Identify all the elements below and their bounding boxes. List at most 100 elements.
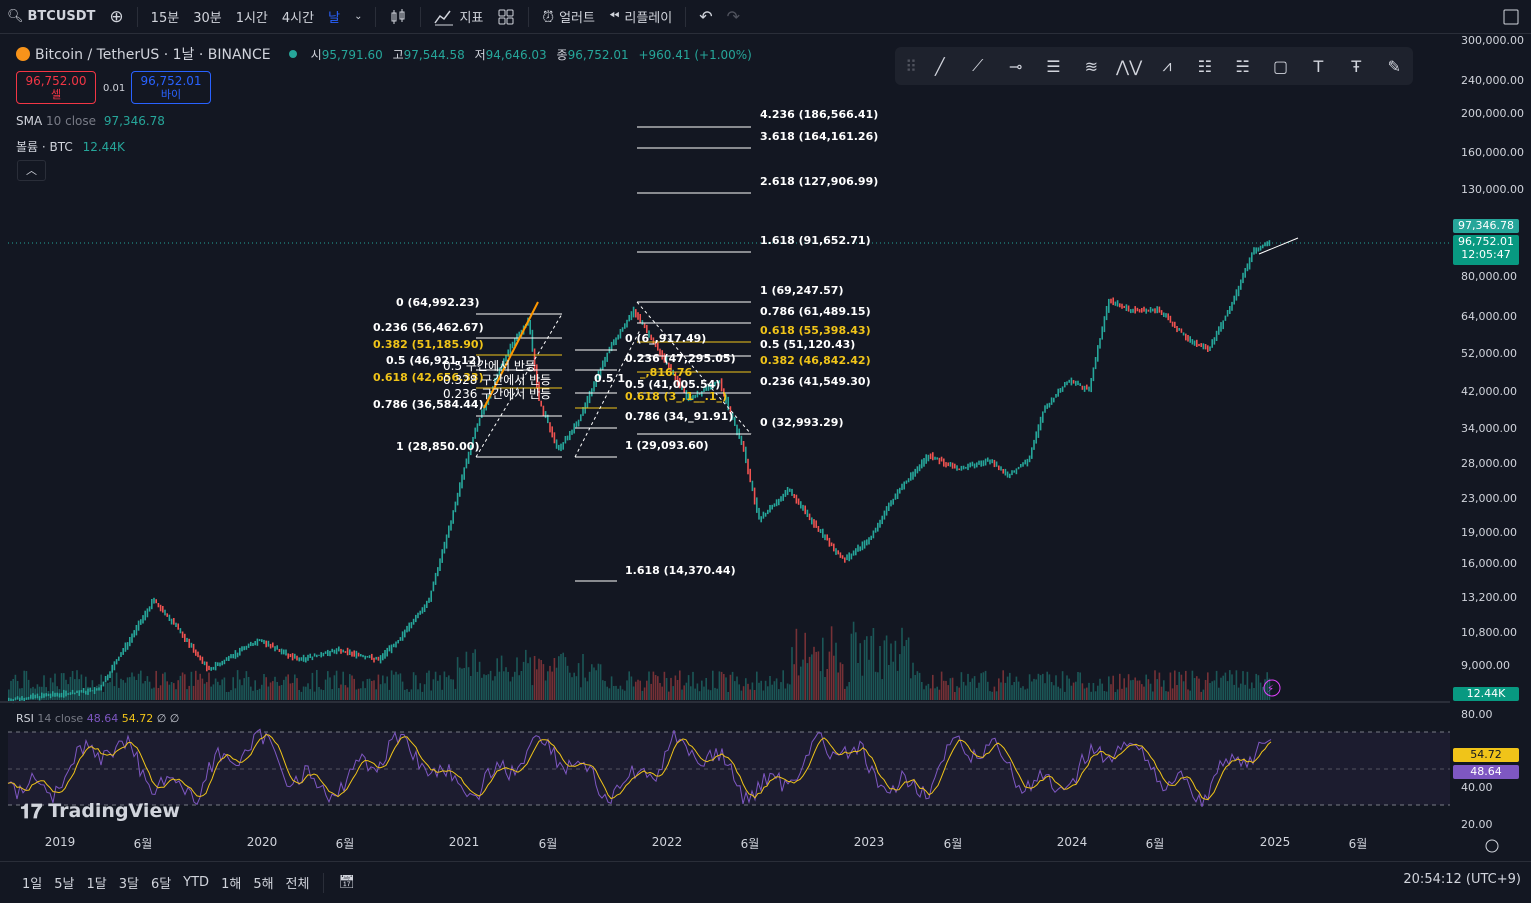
sell-button[interactable]: 96,752.00 셀 xyxy=(16,71,96,104)
price-chart[interactable]: 4.236 (186,566.41) 3.618 (164,161.26) 2.… xyxy=(0,35,1531,860)
candle xyxy=(8,697,10,703)
time-axis[interactable]: 2019 6월 2020 6월 2021 6월 2022 6월 2023 6월 … xyxy=(0,835,1450,857)
horizontal-line-icon[interactable]: ⊸ xyxy=(1008,56,1023,76)
volume-bar xyxy=(945,680,947,700)
clock[interactable]: 20:54:12 (UTC+9) xyxy=(1403,872,1521,887)
candle xyxy=(162,606,164,613)
range-1d[interactable]: 1일 xyxy=(22,877,43,892)
volume-bar xyxy=(692,671,694,700)
range-1m[interactable]: 1달 xyxy=(86,877,107,892)
candle xyxy=(265,640,267,648)
brush-icon[interactable]: ✎ xyxy=(1387,56,1401,76)
ray-icon[interactable]: ⟋ xyxy=(972,56,984,75)
fullscreen-button[interactable] xyxy=(1495,0,1527,34)
candle xyxy=(813,519,815,528)
volume-bar xyxy=(833,655,835,700)
chart-type-button[interactable] xyxy=(382,0,414,34)
text-settings-icon[interactable]: Ŧ xyxy=(1351,56,1362,76)
rectangle-icon[interactable]: ▢ xyxy=(1273,56,1289,76)
candle xyxy=(729,406,732,414)
volume-bar xyxy=(1092,683,1095,700)
candle xyxy=(1004,468,1007,476)
fibonacci-drawings[interactable]: 4.236 (186,566.41) 3.618 (164,161.26) 2.… xyxy=(373,108,878,582)
volume-bar xyxy=(533,656,536,700)
volume-legend[interactable]: 볼륨 · BTC 12.44K xyxy=(16,140,125,154)
buy-button[interactable]: 96,752.01 바이 xyxy=(131,71,211,104)
lightning-icon[interactable] xyxy=(1263,679,1281,697)
interval-4h[interactable]: 4시간 xyxy=(281,11,315,26)
drag-handle-icon[interactable]: ⠿ xyxy=(905,56,917,76)
candle xyxy=(1220,322,1222,332)
candle xyxy=(177,623,179,630)
volume-bar xyxy=(96,685,98,700)
volume-bar xyxy=(932,674,934,700)
candle xyxy=(140,619,142,625)
volume-bar xyxy=(1224,672,1227,700)
candle xyxy=(289,653,292,658)
symbol-search[interactable]: 🔍︎ BTCUSDT xyxy=(0,0,102,34)
fib-extension-icon[interactable]: ☵ xyxy=(1235,56,1250,76)
candle xyxy=(340,648,342,654)
range-all[interactable]: 전체 xyxy=(285,877,310,892)
range-1y[interactable]: 1해 xyxy=(221,877,242,892)
volume-bar xyxy=(938,689,941,700)
interval-1h[interactable]: 1시간 xyxy=(235,11,268,26)
range-5y[interactable]: 5해 xyxy=(253,877,274,892)
volume-bar xyxy=(443,671,446,700)
range-6m[interactable]: 6달 xyxy=(150,877,172,892)
collapse-legend-button[interactable]: ︿ xyxy=(17,160,46,181)
range-ytd[interactable]: YTD xyxy=(183,875,210,890)
candle xyxy=(1154,308,1156,314)
volume-bar xyxy=(967,673,969,700)
candle xyxy=(164,609,166,616)
symbol-title[interactable]: Bitcoin / TetherUS · 1날 · BINANCE xyxy=(35,47,271,63)
price-axis-label: 42,000.00 xyxy=(1461,385,1517,398)
volume-bar xyxy=(382,675,384,700)
candle xyxy=(901,483,903,491)
candle xyxy=(747,458,749,475)
candle xyxy=(654,341,657,348)
interval-30m[interactable]: 30분 xyxy=(193,11,222,26)
pattern-icon[interactable]: ⋀⋁ xyxy=(1116,56,1143,76)
indicators-button[interactable]: 지표 xyxy=(427,0,490,34)
price-axis[interactable]: 300,000.00 240,000.00 200,000.00 160,000.00… xyxy=(1461,35,1524,672)
parallel-channel-icon[interactable]: ☰ xyxy=(1046,56,1061,76)
trend-line-icon[interactable]: ╱ xyxy=(935,56,945,76)
candle xyxy=(1083,385,1086,392)
candle xyxy=(137,620,140,631)
candle xyxy=(978,460,980,465)
candle xyxy=(544,411,547,419)
regression-icon[interactable]: ≋ xyxy=(1084,56,1098,76)
interval-1d[interactable]: 날 xyxy=(328,11,341,26)
candle xyxy=(683,385,685,394)
text-icon[interactable]: T xyxy=(1313,56,1324,76)
candle xyxy=(943,458,945,467)
volume-bar xyxy=(934,688,936,700)
interval-15m[interactable]: 15분 xyxy=(150,11,180,26)
redo-button[interactable]: ↷ xyxy=(720,0,747,34)
settings-icon[interactable] xyxy=(1485,839,1499,853)
replay-button[interactable]: ⏪︎ 리플레이 xyxy=(602,0,679,34)
rsi-legend[interactable]: RSI 14 close 48.64 54.72 ∅ ∅ xyxy=(16,712,180,725)
calendar-icon: 📅︎ xyxy=(338,875,355,890)
volume-bar xyxy=(705,678,707,700)
date-range-button[interactable]: 📅︎ xyxy=(332,875,361,890)
alert-button[interactable]: ⏰︎ 얼러트 xyxy=(535,0,602,34)
compare-add-button[interactable]: ⊕ xyxy=(102,0,130,34)
layouts-button[interactable] xyxy=(490,0,522,34)
candle xyxy=(355,650,358,659)
volume-bar xyxy=(1160,686,1163,700)
elliott-wave-icon[interactable]: ⩘ xyxy=(1162,56,1172,75)
interval-dropdown[interactable]: ⌄ xyxy=(347,0,369,34)
volume-bar xyxy=(335,670,338,700)
volume-bar xyxy=(243,678,245,700)
sma-legend[interactable]: SMA 10 close 97,346.78 xyxy=(16,114,165,128)
undo-button[interactable]: ↶ xyxy=(692,0,719,34)
fib-retracement-icon[interactable]: ☷ xyxy=(1197,56,1213,76)
range-5d[interactable]: 5날 xyxy=(54,877,75,892)
candle xyxy=(1086,384,1088,390)
volume-bar xyxy=(384,683,386,700)
volume-bar xyxy=(107,682,109,700)
volume-bar xyxy=(111,671,113,700)
range-3m[interactable]: 3달 xyxy=(118,877,139,892)
